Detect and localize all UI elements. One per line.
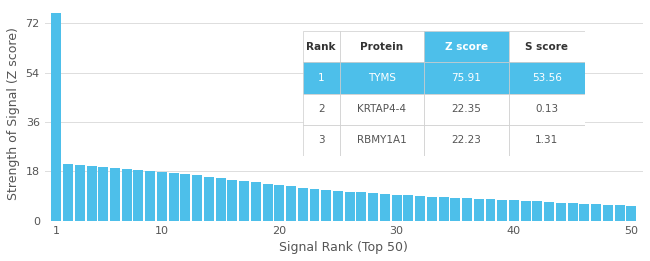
Bar [298,188,307,221]
Bar [509,125,585,156]
Bar [339,125,424,156]
Bar [439,197,448,221]
Text: 22.35: 22.35 [452,104,482,114]
Bar [110,168,120,221]
Bar [368,193,378,221]
Bar [356,192,367,221]
Bar [497,200,507,221]
X-axis label: Signal Rank (Top 50): Signal Rank (Top 50) [280,241,408,254]
Bar [509,94,585,125]
Bar [380,194,390,221]
Bar [145,171,155,221]
Bar [192,175,202,221]
Bar [556,203,566,221]
Bar [133,170,144,221]
Text: KRTAP4-4: KRTAP4-4 [358,104,406,114]
Bar [532,201,543,221]
Bar [424,125,509,156]
Text: TYMS: TYMS [368,73,396,83]
Bar [427,197,437,221]
Bar [181,174,190,221]
Text: 0.13: 0.13 [536,104,558,114]
Text: 1: 1 [318,73,324,83]
Bar [591,204,601,221]
Bar [615,205,625,221]
Bar [424,31,509,62]
Bar [339,31,424,62]
Bar [424,94,509,125]
Bar [239,181,249,221]
Bar [303,31,339,62]
Bar [303,125,339,156]
Bar [227,180,237,221]
Bar [63,164,73,221]
Bar [462,198,472,221]
Bar [404,195,413,221]
Bar [450,198,460,221]
Bar [544,202,554,221]
Bar [392,195,402,221]
Bar [204,177,214,221]
Bar [603,205,613,221]
Bar [509,62,585,94]
Text: 75.91: 75.91 [452,73,482,83]
Bar [333,191,343,221]
Bar [486,199,495,221]
Bar [86,166,97,221]
Bar [169,173,179,221]
Bar [579,204,590,221]
Bar [303,62,339,94]
Bar [474,199,484,221]
Bar [424,62,509,94]
Text: 1.31: 1.31 [536,135,558,145]
Bar [339,94,424,125]
Text: 53.56: 53.56 [532,73,562,83]
Bar [627,206,636,221]
Bar [509,31,585,62]
Bar [75,165,84,221]
Bar [339,62,424,94]
Bar [321,190,332,221]
Bar [309,189,320,221]
Bar [251,182,261,221]
Y-axis label: Strength of Signal (Z score): Strength of Signal (Z score) [7,27,20,200]
Text: RBMY1A1: RBMY1A1 [357,135,407,145]
Text: S score: S score [525,42,568,52]
Text: Z score: Z score [445,42,488,52]
Text: 22.23: 22.23 [452,135,482,145]
Bar [415,196,425,221]
Bar [216,178,226,221]
Bar [51,13,61,221]
Text: 2: 2 [318,104,324,114]
Bar [157,172,167,221]
Bar [521,201,530,221]
Bar [274,185,284,221]
Bar [303,94,339,125]
Bar [567,203,578,221]
Bar [509,200,519,221]
Bar [263,184,272,221]
Bar [344,192,355,221]
Text: Rank: Rank [307,42,336,52]
Bar [122,169,132,221]
Bar [98,167,109,221]
Bar [286,186,296,221]
Text: 3: 3 [318,135,324,145]
Text: Protein: Protein [360,42,404,52]
